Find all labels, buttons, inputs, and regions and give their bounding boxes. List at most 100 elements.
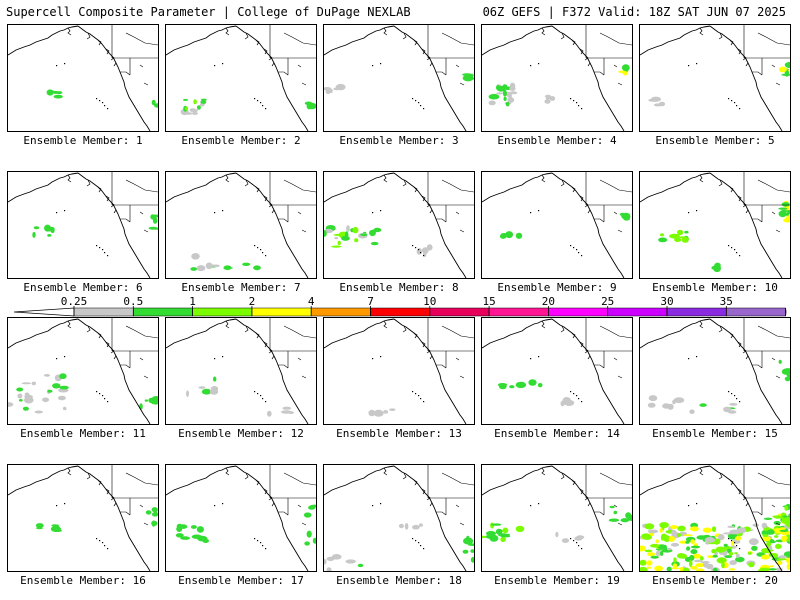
scp-field-cell — [654, 565, 663, 571]
coastline-detail — [699, 467, 749, 507]
scp-field-cell — [463, 537, 474, 545]
island-mark — [96, 245, 98, 247]
member-caption: Ensemble Member: 4 — [497, 134, 617, 147]
scp-field-cell — [545, 96, 551, 100]
scp-field-cell — [737, 527, 747, 534]
scp-field-cell — [778, 207, 788, 210]
political-borders — [269, 465, 316, 516]
scp-field-cell — [44, 224, 51, 232]
island-mark — [380, 63, 382, 65]
scp-field-cell — [333, 87, 340, 91]
coastline-detail — [541, 174, 591, 214]
island-mark — [530, 212, 532, 214]
colorbar-tick-label: 1 — [189, 295, 196, 308]
coastline-detail — [383, 320, 433, 360]
colorbar-segment — [192, 307, 253, 317]
scp-field-cell — [680, 553, 687, 559]
scp-field-cell — [32, 231, 36, 238]
scp-field-cell — [145, 510, 152, 515]
colorbar-segment — [133, 307, 193, 317]
scp-field-cell — [731, 541, 735, 546]
island-mark — [530, 505, 532, 507]
coastline-detail — [225, 467, 275, 507]
scp-field-cell — [205, 262, 213, 270]
island-mark — [688, 358, 690, 360]
scp-field-cell — [647, 402, 656, 408]
scp-field-cell — [485, 531, 497, 536]
island-mark — [257, 393, 259, 395]
ensemble-member-map — [323, 317, 475, 425]
scp-field-cell — [426, 244, 433, 251]
scp-field-cell — [515, 232, 523, 239]
member-caption: Ensemble Member: 20 — [652, 574, 778, 587]
island-mark — [538, 63, 540, 65]
scp-field-cell — [748, 538, 759, 546]
scp-field-cell — [773, 515, 783, 519]
lakes — [139, 64, 149, 86]
island-mark — [372, 505, 374, 507]
scp-field-cell — [783, 517, 790, 520]
scp-field-cell — [470, 556, 474, 563]
scp-field-cell — [699, 556, 704, 561]
map-graphic — [482, 25, 632, 131]
scp-field-cell — [735, 553, 740, 558]
member-caption: Ensemble Member: 14 — [494, 427, 620, 440]
scp-field-cell — [560, 400, 565, 407]
scp-shading — [324, 225, 433, 257]
scp-field-cell — [729, 529, 741, 535]
ensemble-member-map — [481, 171, 633, 279]
ensemble-member-map — [639, 464, 791, 572]
island-mark — [260, 395, 262, 397]
colorbar-segment — [607, 307, 668, 317]
scp-field-cell — [762, 536, 771, 542]
scp-field-cell — [751, 545, 758, 551]
island-mark — [56, 358, 58, 360]
scp-field-cell — [324, 230, 327, 237]
island-mark — [688, 65, 690, 67]
island-mark — [380, 503, 382, 505]
colorbar-segment — [548, 307, 608, 317]
scp-field-cell — [502, 84, 508, 89]
scp-field-cell — [8, 402, 14, 407]
scp-field-cell — [712, 554, 718, 558]
scp-field-cell — [190, 267, 197, 271]
scp-field-cell — [346, 225, 350, 232]
map-graphic — [166, 172, 316, 278]
island-mark — [420, 398, 422, 400]
scp-field-cell — [211, 264, 220, 268]
coastline — [482, 318, 625, 424]
scp-field-cell — [509, 385, 515, 389]
island-mark — [412, 245, 414, 247]
scp-shading — [175, 504, 316, 546]
coastline — [324, 465, 467, 571]
scp-field-cell — [303, 512, 312, 518]
island-mark — [107, 255, 109, 257]
scp-field-cell — [288, 411, 294, 414]
scp-field-cell — [683, 534, 693, 537]
scp-field-cell — [781, 535, 788, 541]
scp-field-cell — [154, 103, 158, 108]
political-borders — [111, 465, 158, 516]
island-mark — [104, 105, 106, 107]
island-mark — [581, 401, 583, 403]
scp-field-cell — [43, 374, 51, 377]
lakes — [613, 211, 623, 233]
scp-field-cell — [648, 395, 658, 402]
island-mark — [420, 252, 422, 254]
political-borders — [427, 465, 474, 516]
scp-field-cell — [784, 376, 790, 382]
scp-field-cell — [495, 528, 503, 535]
scp-field-cell — [705, 563, 714, 570]
ensemble-member-map — [165, 24, 317, 132]
island-mark — [260, 542, 262, 544]
scp-shading — [8, 373, 158, 414]
ensemble-member-map — [481, 317, 633, 425]
scp-field-cell — [153, 227, 158, 230]
scp-field-cell — [312, 537, 316, 544]
lakes — [455, 357, 465, 379]
scp-field-cell — [784, 69, 790, 77]
coastline — [8, 465, 151, 571]
ensemble-member-map — [165, 464, 317, 572]
colorbar-segment — [666, 307, 727, 317]
scp-field-cell — [282, 406, 292, 410]
